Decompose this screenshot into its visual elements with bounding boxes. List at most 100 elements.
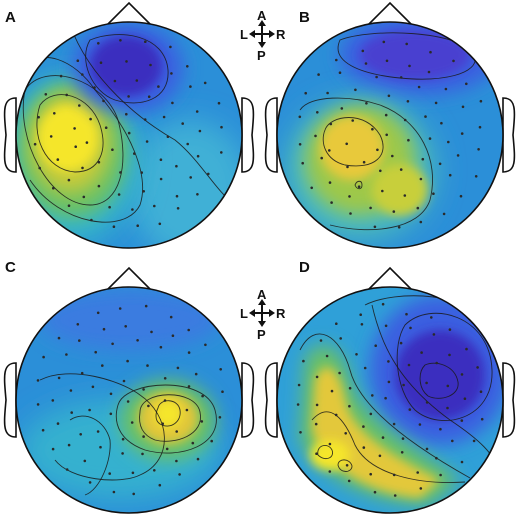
panel-d-electrodes — [296, 302, 484, 497]
electrode-dot — [381, 302, 385, 306]
electrode-dot — [157, 85, 160, 88]
electrode-dot — [335, 322, 338, 326]
electrode-dot — [435, 361, 439, 365]
electrode-dot — [384, 113, 388, 117]
electrode-dot — [381, 189, 384, 193]
electrode-dot — [346, 165, 349, 169]
electrode-dot — [175, 164, 178, 168]
electrode-dot — [348, 195, 351, 198]
electrode-dot — [465, 347, 468, 351]
electrode-dot — [359, 313, 363, 317]
electrode-dot — [108, 472, 111, 475]
panel-c-ears — [3, 362, 255, 438]
panel-a: A — [3, 1, 255, 249]
electrode-dot — [169, 45, 172, 49]
electrode-dot — [357, 185, 361, 188]
electrode-dot — [463, 397, 467, 401]
electrode-dot — [38, 166, 41, 170]
electrode-dot — [461, 105, 465, 109]
panel-label-d: D — [299, 259, 310, 276]
electrode-dot — [186, 142, 189, 146]
electrode-dot — [371, 394, 374, 397]
electrode-dot — [196, 457, 200, 461]
electrode-dot — [330, 201, 333, 204]
electrode-dot — [42, 355, 45, 359]
electrode-dot — [446, 406, 449, 410]
electrode-dot — [136, 339, 139, 342]
electrode-dot — [79, 433, 82, 436]
electrode-dot — [171, 334, 175, 338]
electrode-dot — [80, 371, 84, 375]
electrode-dot — [51, 399, 55, 402]
electrode-dot — [399, 168, 403, 171]
electrode-dot — [142, 435, 145, 438]
electrode-dot — [78, 104, 81, 107]
electrode-dot — [57, 376, 61, 380]
electrode-dot — [328, 470, 332, 473]
electrode-dot — [37, 115, 40, 119]
electrode-dot — [112, 490, 116, 494]
electrode-dot — [74, 145, 77, 148]
electrode-dot — [99, 445, 102, 449]
electrode-dot — [362, 160, 366, 164]
electrode-dot — [70, 411, 73, 414]
electrode-dot — [361, 49, 365, 53]
electrode-dot — [65, 468, 69, 471]
electrode-dot — [392, 473, 396, 477]
electrode-dot — [99, 61, 103, 64]
electrode-dot — [316, 111, 319, 114]
electrode-dot — [203, 81, 207, 85]
electrode-dot — [338, 371, 341, 375]
electrode-dot — [354, 88, 357, 92]
electrode-dot — [126, 359, 129, 363]
electrode-dot — [67, 178, 71, 182]
electrode-dot — [334, 413, 338, 417]
electrode-dot — [338, 71, 342, 74]
electrode-dot — [200, 420, 204, 423]
electrode-dot — [428, 137, 432, 140]
electrode-dot — [49, 135, 53, 138]
panel-b-ears — [264, 97, 516, 173]
electrode-dot — [425, 447, 429, 451]
electrode-dot — [340, 107, 344, 110]
panel-d-ears — [264, 362, 516, 438]
electrode-dot — [201, 394, 204, 398]
electrode-dot — [73, 127, 76, 130]
electrode-dot — [163, 399, 167, 402]
electrode-dot — [432, 333, 436, 336]
electrode-dot — [126, 400, 130, 403]
electrode-dot — [465, 82, 468, 86]
electrode-dot — [147, 95, 151, 98]
electrode-dot — [369, 412, 373, 416]
electrode-dot — [175, 459, 178, 463]
panel-b-contours — [299, 32, 476, 231]
electrode-dot — [118, 307, 122, 310]
electrode-dot — [479, 99, 483, 103]
electrode-dot — [330, 389, 334, 393]
electrode-dot — [109, 392, 113, 396]
electrode-dot — [355, 353, 358, 356]
electrode-dot — [76, 59, 80, 62]
electrode-dot — [299, 431, 302, 434]
electrode-dot — [435, 456, 438, 460]
electrode-dot — [113, 79, 117, 83]
panel-c-nose — [106, 266, 152, 290]
electrode-dot — [56, 422, 60, 425]
electrode-dot — [408, 64, 411, 68]
electrode-dot — [419, 487, 423, 490]
electrode-dot — [405, 42, 409, 46]
panel-c-scalp-map — [16, 287, 242, 513]
electrode-dot — [186, 65, 189, 68]
electrode-dot — [175, 194, 179, 198]
electrode-dot — [131, 471, 135, 475]
electrode-dot — [375, 75, 378, 79]
electrode-dot — [480, 417, 484, 421]
electrode-dot — [448, 173, 452, 177]
electrode-dot — [460, 373, 464, 376]
electrode-dot — [161, 422, 164, 426]
electrode-dot — [127, 131, 131, 135]
electrode-dot — [220, 125, 223, 129]
electrode-dot — [131, 208, 134, 211]
compass-top-posterior: P — [257, 48, 266, 63]
electrode-dot — [302, 359, 305, 363]
